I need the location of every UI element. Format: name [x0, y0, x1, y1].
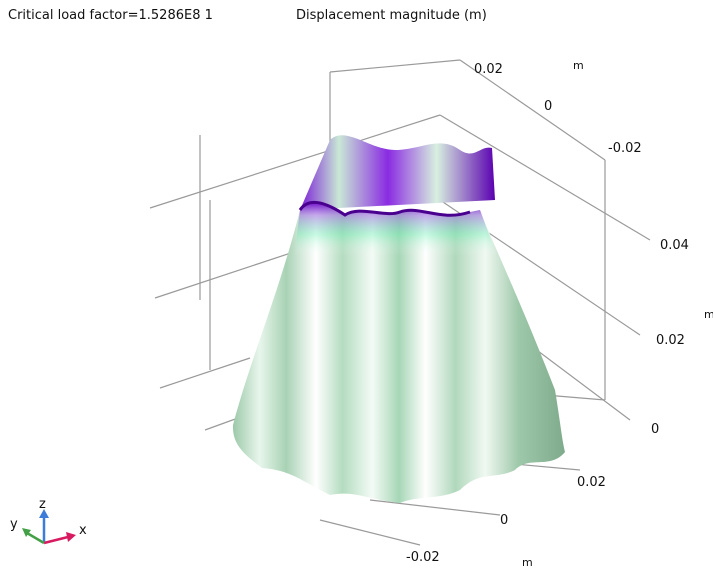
z-tick-label: 0.02 [656, 333, 685, 348]
axis-grid [149, 59, 651, 546]
y-tick-label: 0 [544, 99, 552, 114]
z-tick-label: 0.04 [660, 238, 689, 253]
z-tick-label: 0 [651, 422, 659, 437]
buckled-shell [232, 135, 565, 503]
z-unit: m [704, 308, 713, 321]
x-tick-label: 0.02 [577, 475, 606, 490]
x-tick-label: -0.02 [406, 550, 440, 565]
triad-y-label: y [10, 517, 18, 532]
y-tick-label: 0.02 [474, 62, 503, 77]
x-tick-label: 0 [500, 513, 508, 528]
orientation-triad: z x y [10, 497, 87, 545]
y-tick-label: -0.02 [608, 141, 642, 156]
y-unit: m [573, 59, 584, 72]
x-unit: m [522, 556, 533, 569]
plot-subtitle: Displacement magnitude (m) [296, 8, 487, 23]
triad-x-label: x [79, 523, 87, 538]
triad-z-label: z [39, 497, 46, 512]
plot-title: Critical load factor=1.5286E8 1 [8, 8, 213, 23]
